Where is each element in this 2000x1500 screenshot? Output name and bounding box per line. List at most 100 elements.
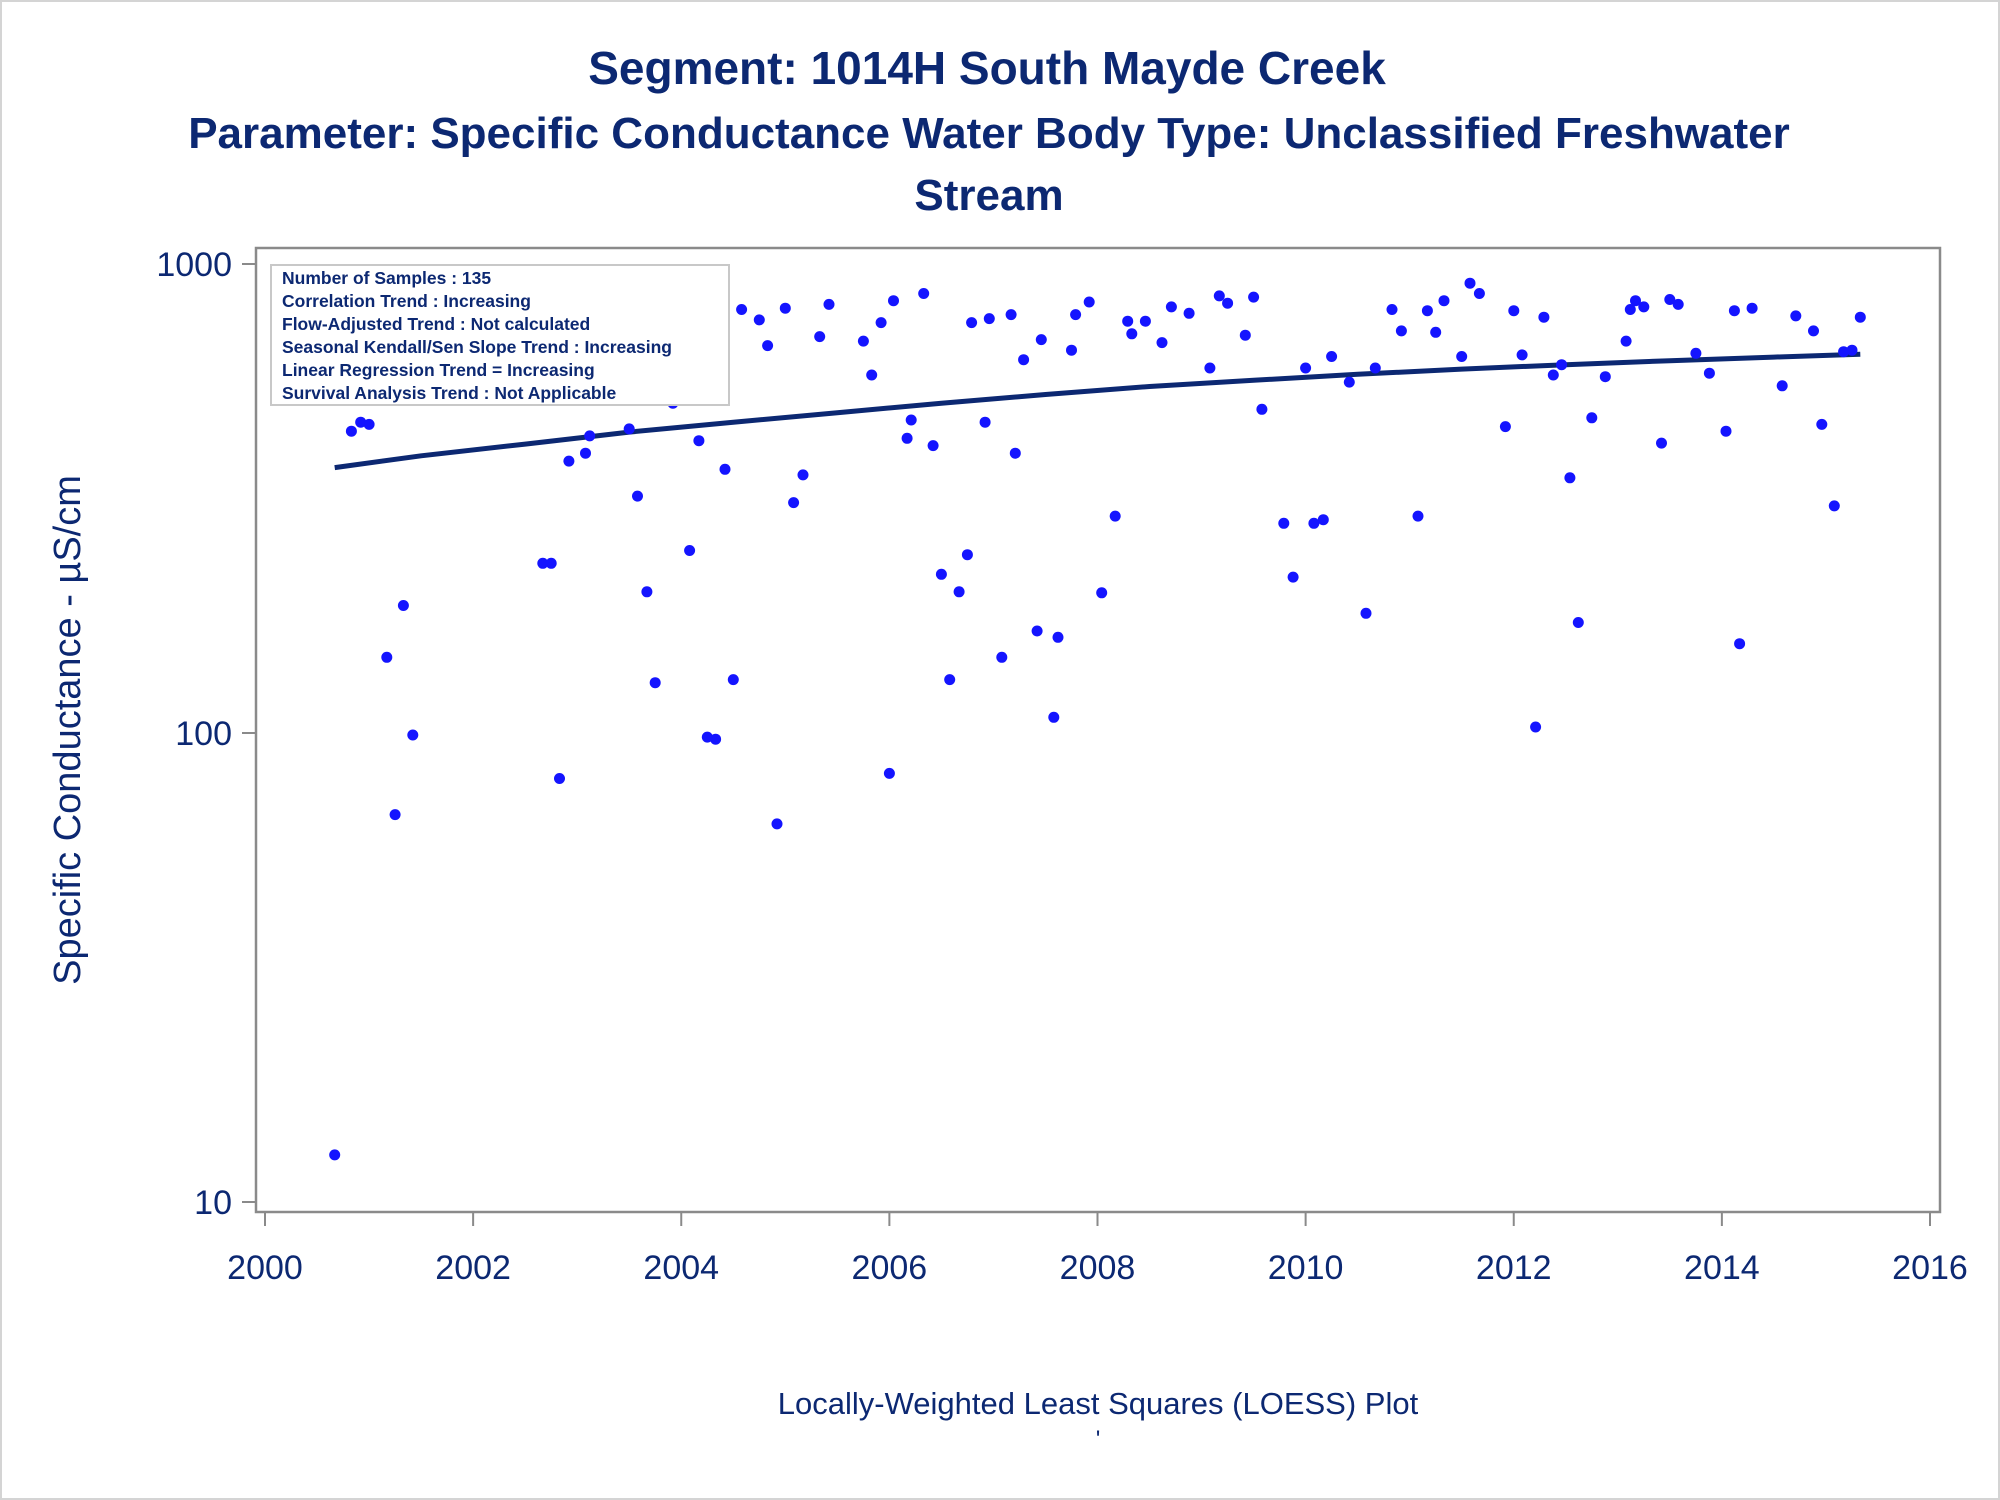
data-point bbox=[814, 331, 826, 343]
data-point bbox=[1126, 328, 1138, 340]
data-point bbox=[1386, 304, 1398, 315]
data-point bbox=[779, 302, 791, 314]
data-point bbox=[996, 651, 1008, 663]
data-point bbox=[1139, 315, 1151, 327]
data-point bbox=[788, 497, 800, 509]
data-point bbox=[1656, 437, 1667, 449]
data-point bbox=[1564, 472, 1576, 484]
y-tick-label: 100 bbox=[175, 715, 232, 753]
x-axis: 2000 2002 2004 2006 2008 2010 2012 2014 2016 bbox=[227, 1212, 1968, 1287]
data-point bbox=[1031, 625, 1043, 637]
data-point bbox=[1456, 351, 1468, 362]
data-point bbox=[1213, 290, 1225, 302]
data-point bbox=[1586, 412, 1598, 424]
x-tick-label: 2010 bbox=[1268, 1249, 1344, 1287]
x-tick-label: 2008 bbox=[1060, 1249, 1136, 1287]
data-point bbox=[641, 586, 653, 598]
data-point bbox=[1183, 307, 1195, 319]
data-point bbox=[1690, 347, 1702, 359]
data-point bbox=[935, 568, 947, 580]
data-point bbox=[727, 674, 739, 686]
data-point bbox=[1204, 362, 1216, 374]
data-point bbox=[1018, 354, 1030, 366]
data-point bbox=[1438, 295, 1450, 307]
data-point bbox=[1343, 376, 1355, 388]
data-point bbox=[1083, 296, 1095, 308]
x-tick-label: 2012 bbox=[1476, 1249, 1552, 1287]
data-point bbox=[554, 773, 565, 784]
data-point bbox=[753, 314, 765, 326]
stat-survival-analysis-trend: Survival Analysis Trend : Not Applicable bbox=[282, 383, 616, 403]
data-point bbox=[1499, 421, 1511, 433]
data-point bbox=[927, 440, 939, 452]
footnote-mark: ' bbox=[1096, 1426, 1101, 1453]
data-point bbox=[1222, 297, 1234, 309]
data-point bbox=[979, 416, 991, 428]
data-point bbox=[1009, 447, 1021, 459]
data-point bbox=[1287, 571, 1299, 583]
data-point bbox=[762, 340, 774, 352]
data-point bbox=[875, 317, 887, 329]
data-point bbox=[1156, 337, 1168, 349]
data-point bbox=[1052, 631, 1064, 643]
data-point bbox=[1516, 349, 1528, 361]
x-tick-label: 2002 bbox=[435, 1249, 511, 1287]
data-point bbox=[381, 651, 393, 663]
data-point bbox=[1530, 721, 1542, 733]
data-point bbox=[1096, 587, 1108, 599]
data-point bbox=[684, 545, 696, 556]
data-point bbox=[584, 430, 596, 442]
data-point bbox=[1109, 510, 1121, 522]
loess-trend-line bbox=[334, 351, 1861, 471]
data-point bbox=[363, 418, 375, 430]
data-point bbox=[1838, 346, 1850, 358]
data-point bbox=[1630, 295, 1641, 307]
data-point bbox=[918, 288, 930, 299]
chart-title: Segment: 1014H South Mayde Creek bbox=[588, 42, 1386, 94]
y-axis: 10 100 1000 bbox=[156, 246, 256, 1222]
data-point bbox=[1672, 298, 1684, 310]
data-point bbox=[1538, 311, 1550, 323]
data-point bbox=[1828, 500, 1840, 512]
data-point bbox=[1854, 311, 1866, 323]
data-point bbox=[1547, 369, 1559, 381]
data-point bbox=[1248, 291, 1260, 303]
x-tick-label: 2000 bbox=[227, 1249, 303, 1287]
statistics-legend-border bbox=[270, 264, 730, 406]
chart-subtitle-line1: Parameter: Specific Conductance Water Bo… bbox=[188, 109, 1790, 158]
data-point bbox=[345, 425, 357, 437]
stat-linear-regression-trend: Linear Regression Trend = Increasing bbox=[282, 360, 595, 380]
data-point bbox=[1239, 329, 1251, 341]
data-point bbox=[1464, 277, 1476, 289]
data-point bbox=[797, 469, 809, 481]
data-point bbox=[1412, 510, 1424, 522]
data-point bbox=[545, 557, 557, 569]
data-point bbox=[1066, 344, 1077, 356]
data-point bbox=[1728, 305, 1740, 317]
data-point bbox=[1624, 304, 1636, 315]
data-point bbox=[397, 600, 409, 611]
data-point bbox=[1308, 517, 1320, 529]
data-point bbox=[1508, 305, 1520, 317]
data-point bbox=[966, 317, 978, 329]
data-point bbox=[771, 818, 783, 830]
data-point bbox=[1808, 325, 1819, 337]
data-point bbox=[1776, 380, 1788, 392]
data-point bbox=[1421, 305, 1433, 317]
y-tick-label: 10 bbox=[194, 1184, 232, 1222]
y-axis-title: Specific Conductance - µS/cm bbox=[47, 475, 89, 985]
data-point bbox=[888, 295, 899, 307]
data-point bbox=[1360, 607, 1372, 619]
x-tick-label: 2016 bbox=[1892, 1249, 1968, 1287]
data-point bbox=[1165, 301, 1177, 313]
data-point bbox=[389, 809, 401, 821]
data-point bbox=[1369, 362, 1381, 374]
data-point bbox=[1300, 362, 1312, 374]
x-axis-title: Locally-Weighted Least Squares (LOESS) P… bbox=[778, 1386, 1419, 1421]
data-point bbox=[719, 463, 731, 475]
data-point bbox=[1430, 326, 1442, 338]
data-point bbox=[944, 674, 956, 686]
data-point bbox=[866, 369, 878, 381]
stat-sample-count: Number of Samples : 135 bbox=[282, 268, 491, 288]
